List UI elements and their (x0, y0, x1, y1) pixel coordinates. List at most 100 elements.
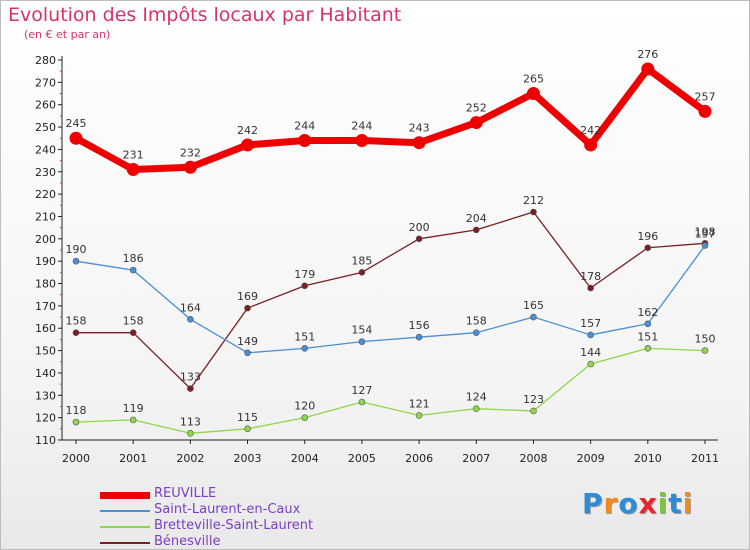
data-label: 120 (294, 400, 315, 413)
data-label: 243 (409, 122, 430, 135)
y-tick-label: 210 (35, 210, 56, 223)
x-tick-label: 2005 (348, 452, 376, 465)
data-label: 123 (523, 393, 544, 406)
chart-title: Evolution des Impôts locaux par Habitant (8, 4, 402, 26)
data-point (72, 257, 80, 265)
y-tick-label: 270 (35, 76, 56, 89)
y-tick-label: 220 (35, 188, 56, 201)
data-point (587, 331, 594, 339)
data-point (244, 349, 251, 357)
data-point (301, 414, 309, 421)
data-point (472, 329, 480, 337)
y-tick-label: 140 (35, 367, 56, 380)
data-point (358, 269, 366, 276)
data-label: 133 (180, 371, 201, 384)
data-point (644, 244, 652, 252)
data-label: 158 (123, 315, 144, 328)
data-point (530, 407, 537, 415)
legend-label: REUVILLE (154, 486, 217, 501)
data-point (301, 282, 309, 290)
x-tick-label: 2001 (119, 452, 147, 465)
data-label: 252 (466, 102, 487, 115)
data-point (126, 163, 140, 177)
data-point (72, 329, 80, 337)
data-label: 196 (637, 230, 658, 243)
data-point (187, 315, 194, 323)
y-tick-label: 120 (35, 412, 56, 425)
data-point (244, 304, 251, 312)
data-label: 244 (294, 119, 315, 132)
data-label: 150 (695, 333, 716, 346)
data-point (358, 398, 366, 406)
legend-swatch (100, 542, 150, 544)
data-point (72, 418, 80, 426)
data-label: 200 (409, 221, 430, 234)
data-label: 165 (523, 299, 544, 312)
data-point (472, 226, 480, 234)
data-point (298, 133, 312, 147)
data-point (69, 131, 83, 145)
series-line-0 (72, 65, 709, 174)
x-tick-label: 2011 (691, 452, 719, 465)
data-label: 119 (123, 402, 144, 415)
x-tick-label: 2000 (62, 452, 90, 465)
data-label: 276 (637, 48, 658, 61)
data-point (183, 160, 197, 174)
data-label: 190 (66, 243, 87, 256)
data-label: 156 (409, 319, 430, 332)
data-label: 197 (695, 228, 716, 241)
data-label: 113 (180, 415, 201, 428)
y-tick-label: 180 (35, 278, 56, 291)
data-point (301, 345, 309, 352)
line-chart: 110 120 130 140 150 160 170 180 190 200 210 220 230 2… (35, 48, 719, 465)
legend-swatch (100, 526, 150, 528)
data-label: 169 (237, 290, 258, 303)
y-tick-label: 260 (35, 99, 56, 112)
data-point (472, 405, 480, 413)
x-tick-label: 2003 (234, 452, 262, 465)
data-point (415, 333, 423, 341)
data-label: 158 (466, 315, 487, 328)
y-tick-label: 110 (35, 434, 56, 447)
data-label: 151 (637, 330, 658, 343)
data-point (129, 266, 137, 274)
data-label: 162 (637, 306, 658, 319)
data-label: 118 (66, 404, 87, 417)
x-tick-label: 2007 (462, 452, 490, 465)
data-point (701, 242, 709, 249)
data-point (530, 313, 537, 321)
y-tick-label: 280 (35, 54, 56, 67)
y-tick-label: 130 (35, 389, 56, 402)
data-point (644, 345, 652, 352)
x-tick-label: 2009 (577, 452, 605, 465)
logo-letter: x (638, 487, 658, 520)
chart-subtitle: (en € et par an) (24, 28, 111, 41)
data-point (415, 235, 423, 243)
proxiti-logo: Proxiti (582, 487, 693, 520)
data-label: 178 (580, 270, 601, 283)
data-point (584, 138, 598, 152)
x-tick-label: 2002 (176, 452, 204, 465)
data-label: 164 (180, 301, 201, 314)
data-point (587, 284, 594, 292)
data-label: 149 (237, 335, 258, 348)
data-label: 242 (237, 124, 258, 137)
data-point (187, 385, 194, 392)
data-label: 232 (180, 146, 201, 159)
data-point (129, 416, 137, 424)
data-label: 144 (580, 346, 601, 359)
data-point (698, 104, 712, 118)
y-tick-label: 150 (35, 345, 56, 358)
y-tick-label: 190 (35, 255, 56, 268)
x-tick-label: 2006 (405, 452, 433, 465)
data-point (701, 347, 709, 354)
data-point (187, 429, 194, 437)
data-label: 157 (580, 317, 601, 330)
y-tick-label: 250 (35, 121, 56, 134)
x-tick-label: 2004 (291, 452, 319, 465)
data-label: 121 (409, 397, 430, 410)
data-point (241, 138, 255, 152)
data-label: 186 (123, 252, 144, 265)
data-point (469, 116, 483, 130)
